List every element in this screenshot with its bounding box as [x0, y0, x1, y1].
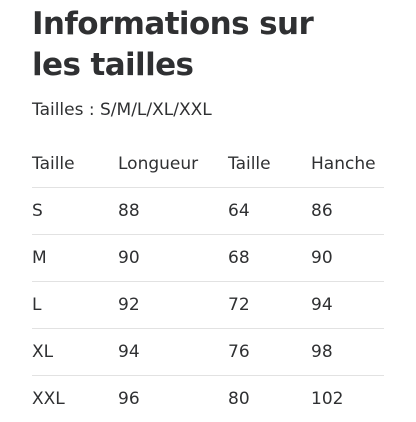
header-hip: Hanche: [311, 141, 384, 188]
cell-size: M: [32, 235, 118, 282]
cell-hip: 90: [311, 235, 384, 282]
cell-size: S: [32, 188, 118, 235]
cell-size: XL: [32, 329, 118, 376]
title-line-2: les tailles: [32, 47, 193, 83]
cell-hip: 102: [311, 376, 384, 422]
cell-hip: 98: [311, 329, 384, 376]
table-row: M 90 68 90: [32, 235, 384, 282]
header-length: Longueur: [118, 141, 228, 188]
cell-length: 94: [118, 329, 228, 376]
cell-size: XXL: [32, 376, 118, 422]
cell-waist: 76: [228, 329, 311, 376]
cell-waist: 68: [228, 235, 311, 282]
table-header-row: Taille Longueur Taille Hanche: [32, 141, 384, 188]
header-size: Taille: [32, 141, 118, 188]
cell-waist: 72: [228, 282, 311, 329]
cell-length: 90: [118, 235, 228, 282]
table-row: S 88 64 86: [32, 188, 384, 235]
size-info-page: Informations sur les tailles Tailles : S…: [32, 4, 384, 120]
page-title: Informations sur les tailles: [32, 4, 384, 86]
cell-length: 88: [118, 188, 228, 235]
table-row: XXL 96 80 102: [32, 376, 384, 422]
table-row: XL 94 76 98: [32, 329, 384, 376]
header-waist: Taille: [228, 141, 311, 188]
title-line-1: Informations sur: [32, 6, 313, 42]
cell-waist: 64: [228, 188, 311, 235]
cell-length: 92: [118, 282, 228, 329]
cell-size: L: [32, 282, 118, 329]
size-table: Taille Longueur Taille Hanche S 88 64 86…: [32, 141, 384, 422]
sizes-available-text: Tailles : S/M/L/XL/XXL: [32, 100, 384, 120]
cell-hip: 94: [311, 282, 384, 329]
table-row: L 92 72 94: [32, 282, 384, 329]
cell-hip: 86: [311, 188, 384, 235]
cell-length: 96: [118, 376, 228, 422]
cell-waist: 80: [228, 376, 311, 422]
